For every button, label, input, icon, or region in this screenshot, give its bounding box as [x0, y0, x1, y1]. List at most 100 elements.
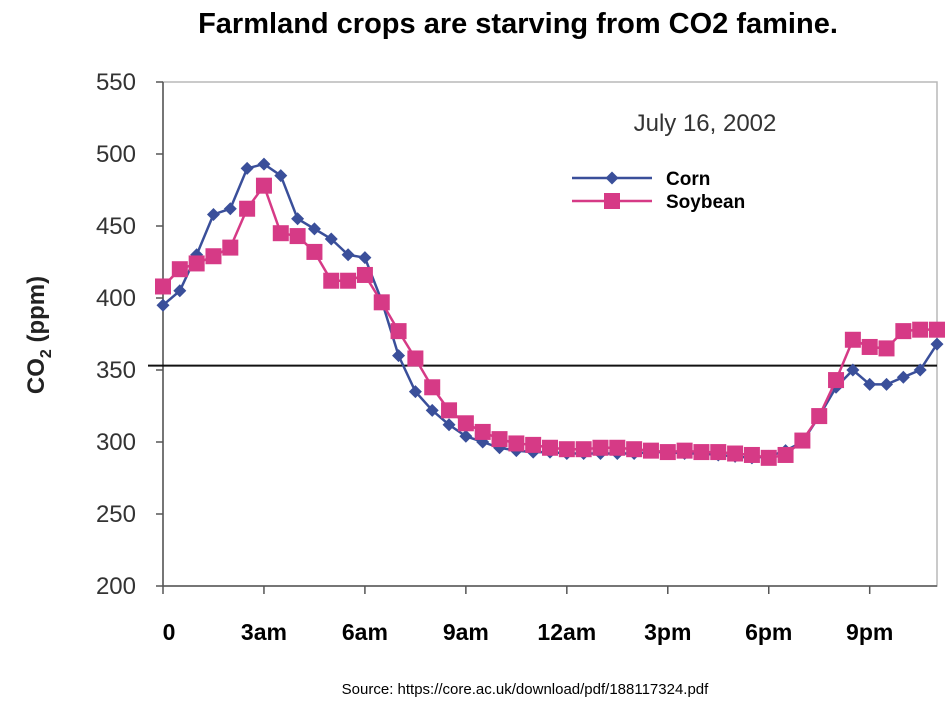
data-point-soybean: [592, 439, 609, 456]
chart-series-group: [155, 157, 945, 466]
data-point-soybean: [222, 239, 239, 256]
data-point-soybean: [171, 261, 188, 278]
x-tick-label: 12am: [537, 619, 596, 645]
x-tick-label: 3pm: [644, 619, 691, 645]
x-tick-label: 6pm: [745, 619, 792, 645]
data-point-soybean: [777, 446, 794, 463]
data-point-soybean: [844, 331, 861, 348]
legend-marker-corn: [605, 171, 619, 185]
data-point-soybean: [474, 423, 491, 440]
x-tick-label: 9am: [443, 619, 489, 645]
data-point-corn: [880, 377, 894, 391]
data-point-corn: [307, 222, 321, 236]
data-point-soybean: [155, 278, 171, 295]
chart-ticks: 200 250 300 350 400 450 500 550 0 3am 6am 9am 12am 3p…: [96, 69, 893, 645]
legend-marker-soybean: [604, 193, 620, 209]
data-point-corn: [863, 377, 877, 391]
data-point-soybean: [693, 444, 710, 461]
data-point-soybean: [272, 225, 289, 242]
data-point-corn: [425, 403, 439, 417]
data-point-corn: [173, 284, 187, 298]
chart-axes: [162, 81, 938, 587]
data-point-soybean: [575, 441, 592, 458]
legend-label-corn: Corn: [666, 169, 710, 190]
y-tick-label: 450: [96, 213, 136, 240]
data-point-soybean: [676, 442, 693, 459]
data-point-corn: [240, 161, 254, 175]
data-point-corn: [930, 337, 944, 351]
data-point-soybean: [239, 200, 256, 217]
data-point-soybean: [626, 441, 643, 458]
data-point-soybean: [642, 442, 659, 459]
y-axis-label: CO2 (ppm): [23, 276, 55, 394]
data-point-soybean: [861, 338, 878, 355]
data-point-soybean: [188, 255, 205, 272]
y-tick-label: 200: [96, 573, 136, 600]
data-point-soybean: [491, 431, 508, 448]
y-tick-label: 350: [96, 357, 136, 384]
data-point-soybean: [340, 272, 357, 289]
data-point-corn: [896, 370, 910, 384]
data-point-soybean: [542, 439, 558, 456]
data-point-corn: [324, 232, 338, 246]
data-point-soybean: [255, 177, 272, 194]
data-point-corn: [291, 212, 305, 226]
x-tick-label: 9pm: [846, 619, 893, 645]
data-point-soybean: [390, 323, 407, 340]
data-point-corn: [408, 385, 422, 399]
data-point-corn: [358, 251, 372, 265]
data-point-soybean: [525, 436, 542, 453]
data-point-soybean: [424, 379, 441, 396]
y-tick-label: 250: [96, 501, 136, 528]
data-point-soybean: [356, 266, 373, 283]
data-point-soybean: [743, 446, 760, 463]
data-point-soybean: [323, 272, 340, 289]
data-point-corn: [341, 248, 355, 262]
x-tick-label: 0: [163, 619, 176, 645]
chart-labels: CO2 (ppm) July 16, 2002: [23, 110, 776, 394]
y-tick-label: 550: [96, 69, 136, 96]
y-tick-label: 300: [96, 429, 136, 456]
data-point-soybean: [441, 402, 458, 419]
chart-annotation: July 16, 2002: [634, 110, 777, 137]
page-title: Farmland crops are starving from CO2 fam…: [198, 8, 838, 40]
y-tick-label: 400: [96, 285, 136, 312]
data-point-soybean: [205, 248, 222, 265]
source-note: Source: https://core.ac.uk/download/pdf/…: [341, 681, 709, 698]
data-point-soybean: [794, 432, 811, 449]
data-point-corn: [846, 363, 860, 377]
data-point-soybean: [659, 444, 676, 461]
data-point-soybean: [760, 449, 777, 466]
data-point-corn: [223, 202, 237, 216]
data-point-soybean: [407, 350, 424, 367]
y-tick-label: 500: [96, 141, 136, 168]
data-point-soybean: [373, 294, 390, 311]
data-point-soybean: [558, 441, 575, 458]
data-point-corn: [392, 349, 406, 363]
data-point-corn: [913, 363, 927, 377]
data-point-soybean: [727, 445, 744, 462]
data-point-soybean: [289, 228, 306, 245]
x-tick-label: 3am: [241, 619, 287, 645]
data-point-corn: [459, 429, 473, 443]
data-point-soybean: [878, 340, 895, 357]
legend-label-soybean: Soybean: [666, 192, 745, 213]
data-point-corn: [274, 169, 288, 183]
data-point-corn: [156, 298, 170, 312]
data-point-soybean: [912, 321, 929, 338]
data-point-soybean: [828, 372, 845, 389]
data-point-soybean: [811, 408, 828, 425]
data-point-corn: [206, 207, 220, 221]
data-point-soybean: [710, 444, 727, 461]
data-point-soybean: [457, 415, 474, 432]
data-point-corn: [257, 157, 271, 171]
data-point-soybean: [929, 321, 945, 338]
data-point-soybean: [895, 323, 912, 340]
data-point-corn: [442, 418, 456, 432]
data-point-soybean: [609, 439, 626, 456]
x-tick-label: 6am: [342, 619, 388, 645]
data-point-soybean: [306, 243, 323, 260]
plot-frame: [162, 81, 938, 587]
